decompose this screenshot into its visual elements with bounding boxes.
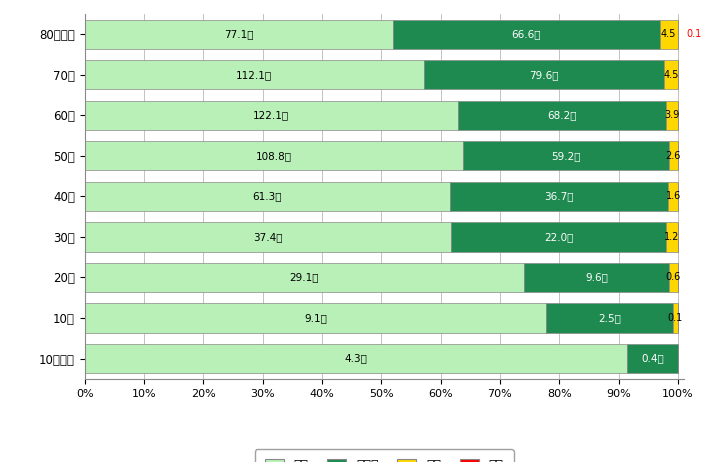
Bar (673, 304, 678, 333)
Bar (524, 263, 669, 292)
Text: 0.6: 0.6 (666, 273, 681, 282)
Bar (424, 60, 664, 89)
Text: 66.6人: 66.6人 (512, 29, 541, 39)
Bar (450, 182, 668, 211)
Text: 112.1人: 112.1人 (236, 70, 272, 79)
Bar (668, 182, 678, 211)
Bar (85, 101, 458, 130)
Bar (393, 19, 659, 49)
Text: 77.1人: 77.1人 (224, 29, 254, 39)
Bar (659, 19, 678, 49)
Bar (85, 182, 450, 211)
Bar (458, 101, 666, 130)
Text: 0.1: 0.1 (687, 29, 702, 39)
Bar (669, 263, 678, 292)
Bar (85, 304, 546, 333)
Text: 2.5人: 2.5人 (598, 313, 621, 323)
Text: 4.5: 4.5 (663, 70, 679, 79)
Bar (669, 141, 678, 170)
Text: 9.6人: 9.6人 (585, 273, 608, 282)
Text: 0.1: 0.1 (668, 313, 683, 323)
Bar (666, 101, 678, 130)
Bar (85, 141, 463, 170)
Text: 68.2人: 68.2人 (547, 110, 577, 120)
Bar (85, 263, 524, 292)
Text: 9.1人: 9.1人 (304, 313, 327, 323)
Bar (85, 19, 393, 49)
Text: 1.2: 1.2 (664, 232, 680, 242)
Bar (666, 222, 678, 251)
Bar (463, 141, 669, 170)
Text: 59.2人: 59.2人 (551, 151, 581, 161)
Text: 122.1人: 122.1人 (253, 110, 289, 120)
Text: 4.5: 4.5 (661, 29, 676, 39)
Text: 36.7人: 36.7人 (544, 191, 574, 201)
Bar (85, 222, 450, 251)
Text: 2.6: 2.6 (666, 151, 681, 161)
Text: 61.3人: 61.3人 (252, 191, 282, 201)
Text: 4.3人: 4.3人 (345, 353, 367, 364)
Bar (450, 222, 666, 251)
Text: 79.6人: 79.6人 (529, 70, 558, 79)
Text: 108.8人: 108.8人 (256, 151, 292, 161)
Bar (546, 304, 673, 333)
Bar (627, 344, 678, 373)
Bar (85, 344, 627, 373)
Bar (664, 60, 678, 89)
Text: 29.1人: 29.1人 (290, 273, 319, 282)
Bar (85, 60, 424, 89)
Text: 3.9: 3.9 (664, 110, 680, 120)
Text: 22.0人: 22.0人 (544, 232, 573, 242)
Text: 0.4人: 0.4人 (642, 353, 664, 364)
Text: 1.6: 1.6 (666, 191, 681, 201)
Text: 37.4人: 37.4人 (253, 232, 283, 242)
Legend: 軽症, 中等症, 重症, 死亡: 軽症, 中等症, 重症, 死亡 (255, 449, 514, 462)
